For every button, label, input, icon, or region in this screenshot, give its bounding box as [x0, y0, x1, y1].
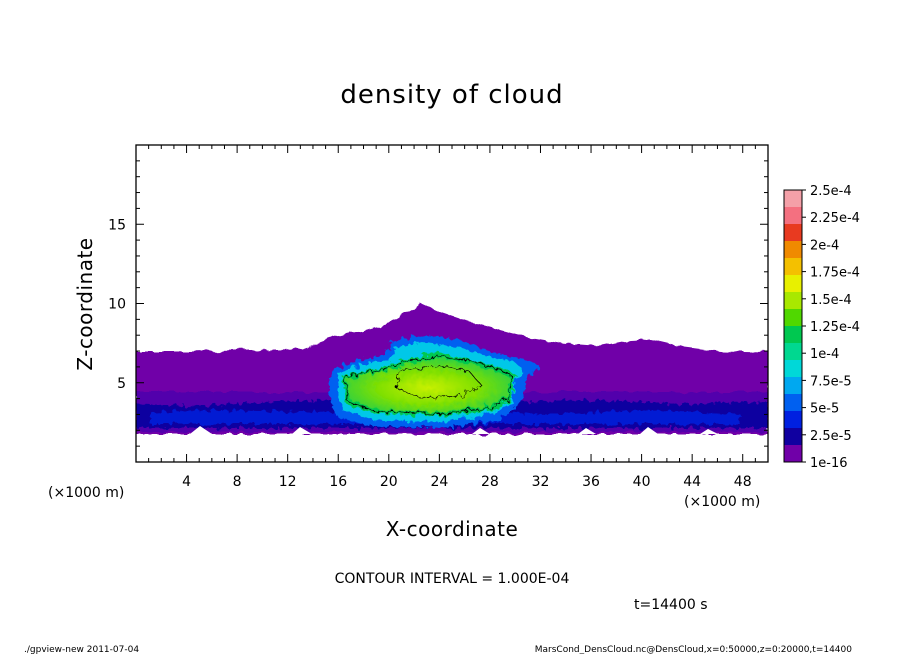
colorbar-segment — [784, 275, 802, 293]
contour-line-inner — [395, 365, 483, 399]
colorbar-segment — [784, 360, 802, 378]
y-tick-label: 5 — [117, 376, 126, 392]
colorbar-label: 2.25e-4 — [810, 211, 860, 226]
colorbar-label: 5e-5 — [810, 402, 839, 417]
y-tick-label: 15 — [108, 217, 126, 233]
x-tick-label: 24 — [430, 474, 448, 490]
colorbar-segment — [784, 394, 802, 412]
colorbar-label: 2.5e-5 — [810, 429, 852, 444]
chart-title: density of cloud — [340, 80, 563, 110]
colorbar-segment — [784, 428, 802, 446]
colorbar-segment — [784, 207, 802, 225]
colorbar-segment — [784, 190, 802, 208]
x-tick-label: 40 — [633, 474, 651, 490]
x-tick-label: 44 — [683, 474, 701, 490]
y-unit-label: (×1000 m) — [48, 485, 124, 501]
colorbar-label: 2e-4 — [810, 238, 839, 253]
colorbar-segment — [784, 224, 802, 242]
colorbar-label: 1e-16 — [810, 456, 848, 471]
x-tick-label: 4 — [182, 474, 191, 490]
colorbar-label: 2.5e-4 — [810, 184, 852, 199]
x-axis-ticks: 4 8 12 16 20 24 28 32 36 40 44 48 — [148, 145, 756, 490]
colorbar-segment — [784, 309, 802, 327]
colorbar-label: 1.25e-4 — [810, 320, 860, 335]
colorbar-segment — [784, 258, 802, 276]
footer-right: MarsCond_DensCloud.nc@DensCloud,x=0:5000… — [535, 645, 852, 654]
density-field — [136, 303, 768, 434]
colorbar-segment — [784, 445, 802, 463]
x-tick-label: 20 — [380, 474, 398, 490]
contour-line — [343, 355, 513, 415]
x-tick-label: 12 — [279, 474, 297, 490]
time-label: t=14400 s — [634, 597, 708, 613]
colorbar-label: 1.5e-4 — [810, 293, 852, 308]
x-tick-label: 28 — [481, 474, 499, 490]
colorbar-segment — [784, 292, 802, 310]
x-tick-label: 8 — [233, 474, 242, 490]
y-tick-label: 10 — [108, 297, 126, 313]
y-axis-label: Z-coordinate — [73, 237, 97, 370]
colorbar-segment — [784, 377, 802, 395]
x-tick-label: 16 — [329, 474, 347, 490]
colorbar-segment — [784, 343, 802, 361]
colorbar-label: 1.75e-4 — [810, 266, 860, 281]
colorbar-label: 7.5e-5 — [810, 374, 852, 389]
colorbar: 2.5e-4 2.25e-4 2e-4 1.75e-4 1.5e-4 1.25e-4 1e-… — [783, 184, 860, 471]
colorbar-segment — [784, 411, 802, 429]
x-tick-label: 36 — [582, 474, 600, 490]
x-axis-label: X-coordinate — [386, 517, 519, 541]
colorbar-label: 1e-4 — [810, 347, 839, 362]
y-axis-ticks: 5 10 15 — [108, 160, 768, 447]
colorbar-segment — [784, 326, 802, 344]
x-tick-label: 32 — [532, 474, 550, 490]
x-unit-label: (×1000 m) — [684, 494, 760, 510]
bottom-notches — [190, 426, 718, 434]
contour-interval-label: CONTOUR INTERVAL = 1.000E-04 — [335, 571, 570, 587]
x-tick-label: 48 — [734, 474, 752, 490]
colorbar-segment — [784, 241, 802, 259]
footer-left: ./gpview-new 2011-07-04 — [24, 645, 139, 654]
